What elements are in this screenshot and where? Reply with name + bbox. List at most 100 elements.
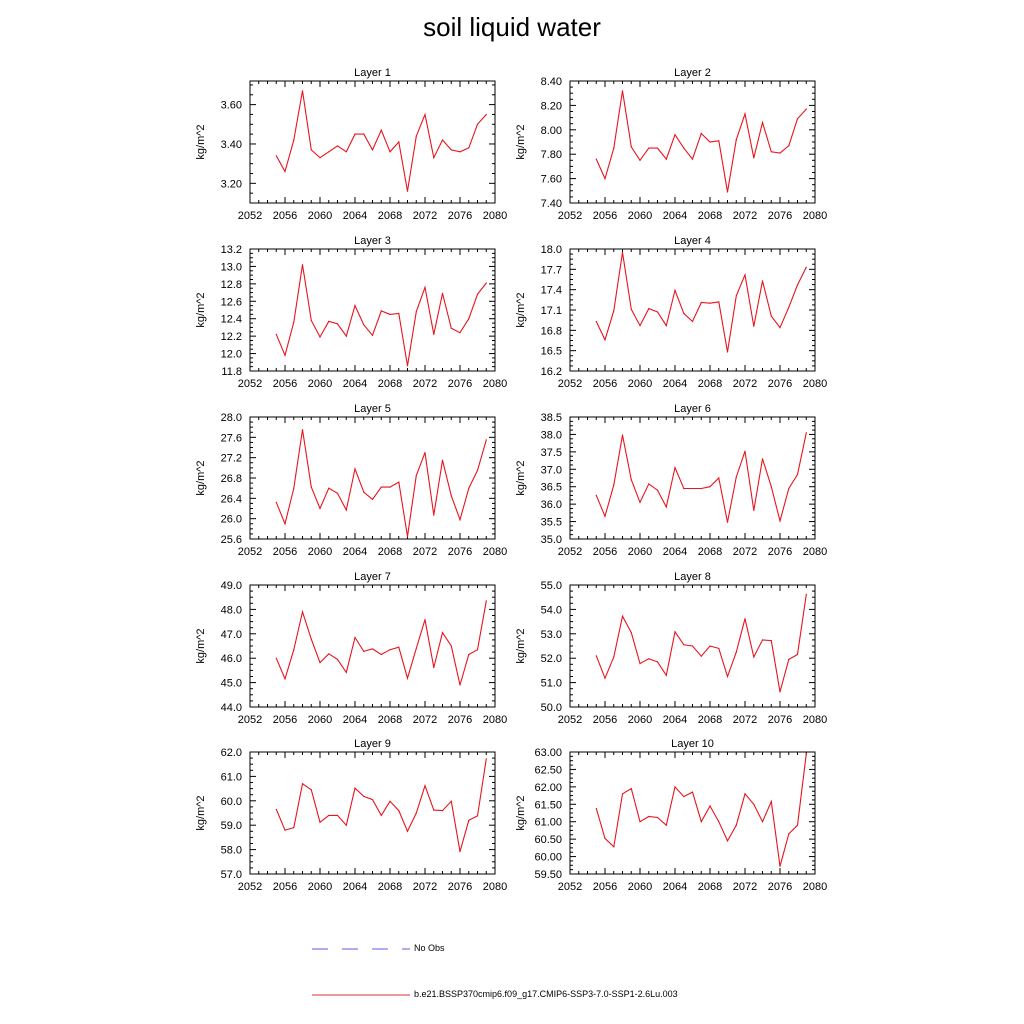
data-point [354, 305, 356, 307]
data-point [406, 677, 409, 679]
panel-title: Layer 10 [671, 738, 714, 750]
y-tick-label: 36.0 [541, 499, 562, 511]
data-point [336, 814, 339, 817]
data-point [380, 486, 382, 488]
data-point [380, 310, 382, 312]
x-tick-label: 2080 [483, 714, 507, 726]
y-tick-label: 28.0 [221, 412, 242, 424]
data-point [468, 147, 470, 149]
x-tick-label: 2056 [593, 546, 617, 558]
data-point [398, 312, 400, 315]
legend [312, 948, 410, 996]
y-tick-label: 13.2 [221, 244, 242, 256]
y-axis-label: kg/m^2 [515, 795, 527, 830]
data-point [805, 432, 807, 434]
data-point [310, 789, 312, 791]
data-point [630, 308, 632, 310]
data-point [595, 807, 597, 810]
plot-frame [249, 584, 496, 708]
data-point [328, 653, 330, 655]
x-tick-label: 2080 [483, 210, 507, 222]
data-point [485, 113, 487, 116]
data-point [604, 178, 606, 180]
y-tick-label: 12.4 [221, 314, 242, 326]
y-tick-label: 55.0 [541, 580, 562, 592]
y-tick-label: 12.0 [221, 349, 242, 361]
x-tick-label: 2064 [343, 881, 367, 893]
data-point [485, 758, 487, 760]
plot-frame [249, 80, 496, 204]
y-tick-label: 53.0 [541, 629, 562, 641]
data-point [595, 320, 597, 323]
data-point [709, 141, 711, 143]
x-tick-label: 2064 [343, 378, 367, 390]
y-tick-label: 59.0 [221, 820, 242, 832]
y-tick-label: 59.50 [534, 869, 562, 881]
x-tick-label: 2068 [698, 378, 722, 390]
data-point [656, 311, 659, 313]
data-point [683, 487, 685, 490]
y-tick-label: 60.0 [221, 796, 242, 808]
data-point [648, 815, 650, 818]
x-tick-label: 2076 [448, 378, 472, 390]
y-tick-label: 16.2 [541, 366, 562, 378]
y-tick-label: 8.20 [541, 100, 562, 112]
data-point [753, 656, 755, 658]
data-point [613, 147, 615, 149]
y-tick-label: 13.0 [221, 261, 242, 273]
data-point [639, 821, 641, 823]
x-tick-label: 2072 [733, 378, 757, 390]
data-point [354, 787, 356, 789]
data-point [398, 141, 400, 143]
data-point [735, 139, 737, 141]
y-axis-label: kg/m^2 [195, 460, 207, 495]
data-point [761, 639, 764, 641]
x-tick-label: 2056 [593, 210, 617, 222]
y-tick-label: 7.80 [541, 149, 562, 161]
data-point [683, 796, 685, 798]
data-point [450, 495, 452, 497]
data-point [674, 289, 676, 291]
data-point [621, 434, 624, 436]
y-tick-label: 25.6 [221, 534, 242, 546]
data-point [424, 452, 426, 454]
data-point [485, 282, 487, 284]
data-point [595, 655, 597, 657]
data-point [648, 658, 650, 660]
y-tick-label: 62.00 [534, 782, 562, 794]
x-tick-label: 2064 [343, 210, 367, 222]
x-tick-label: 2068 [378, 378, 402, 390]
data-point [310, 486, 312, 488]
data-point [639, 663, 641, 665]
y-tick-label: 48.0 [221, 604, 242, 616]
data-point [779, 520, 781, 522]
data-point [621, 793, 624, 795]
data-point [753, 157, 755, 159]
data-point [371, 648, 374, 650]
data-point [735, 295, 737, 297]
data-point [319, 507, 321, 510]
data-point [328, 151, 330, 153]
legend-label-no-obs: No Obs [414, 943, 445, 953]
data-point [441, 632, 444, 634]
data-point [275, 501, 277, 503]
data-point [630, 146, 632, 148]
x-tick-label: 2052 [558, 881, 582, 893]
data-point [700, 487, 702, 490]
data-point [345, 335, 347, 337]
y-axis-label: kg/m^2 [515, 460, 527, 495]
data-point [639, 159, 641, 161]
panel-layer-6: Layer 6 kg/m^2 2052 2056 2060 2064 2068 2072 207… [515, 403, 827, 558]
data-point [380, 129, 382, 131]
data-point [761, 280, 764, 282]
data-point [665, 325, 667, 327]
x-tick-label: 2076 [768, 378, 792, 390]
data-point [450, 327, 452, 329]
data-point [301, 783, 304, 785]
data-point [761, 821, 764, 823]
data-point [648, 308, 650, 310]
x-tick-label: 2056 [273, 210, 297, 222]
x-tick-label: 2080 [483, 546, 507, 558]
data-point [744, 274, 746, 276]
data-point [770, 486, 772, 488]
